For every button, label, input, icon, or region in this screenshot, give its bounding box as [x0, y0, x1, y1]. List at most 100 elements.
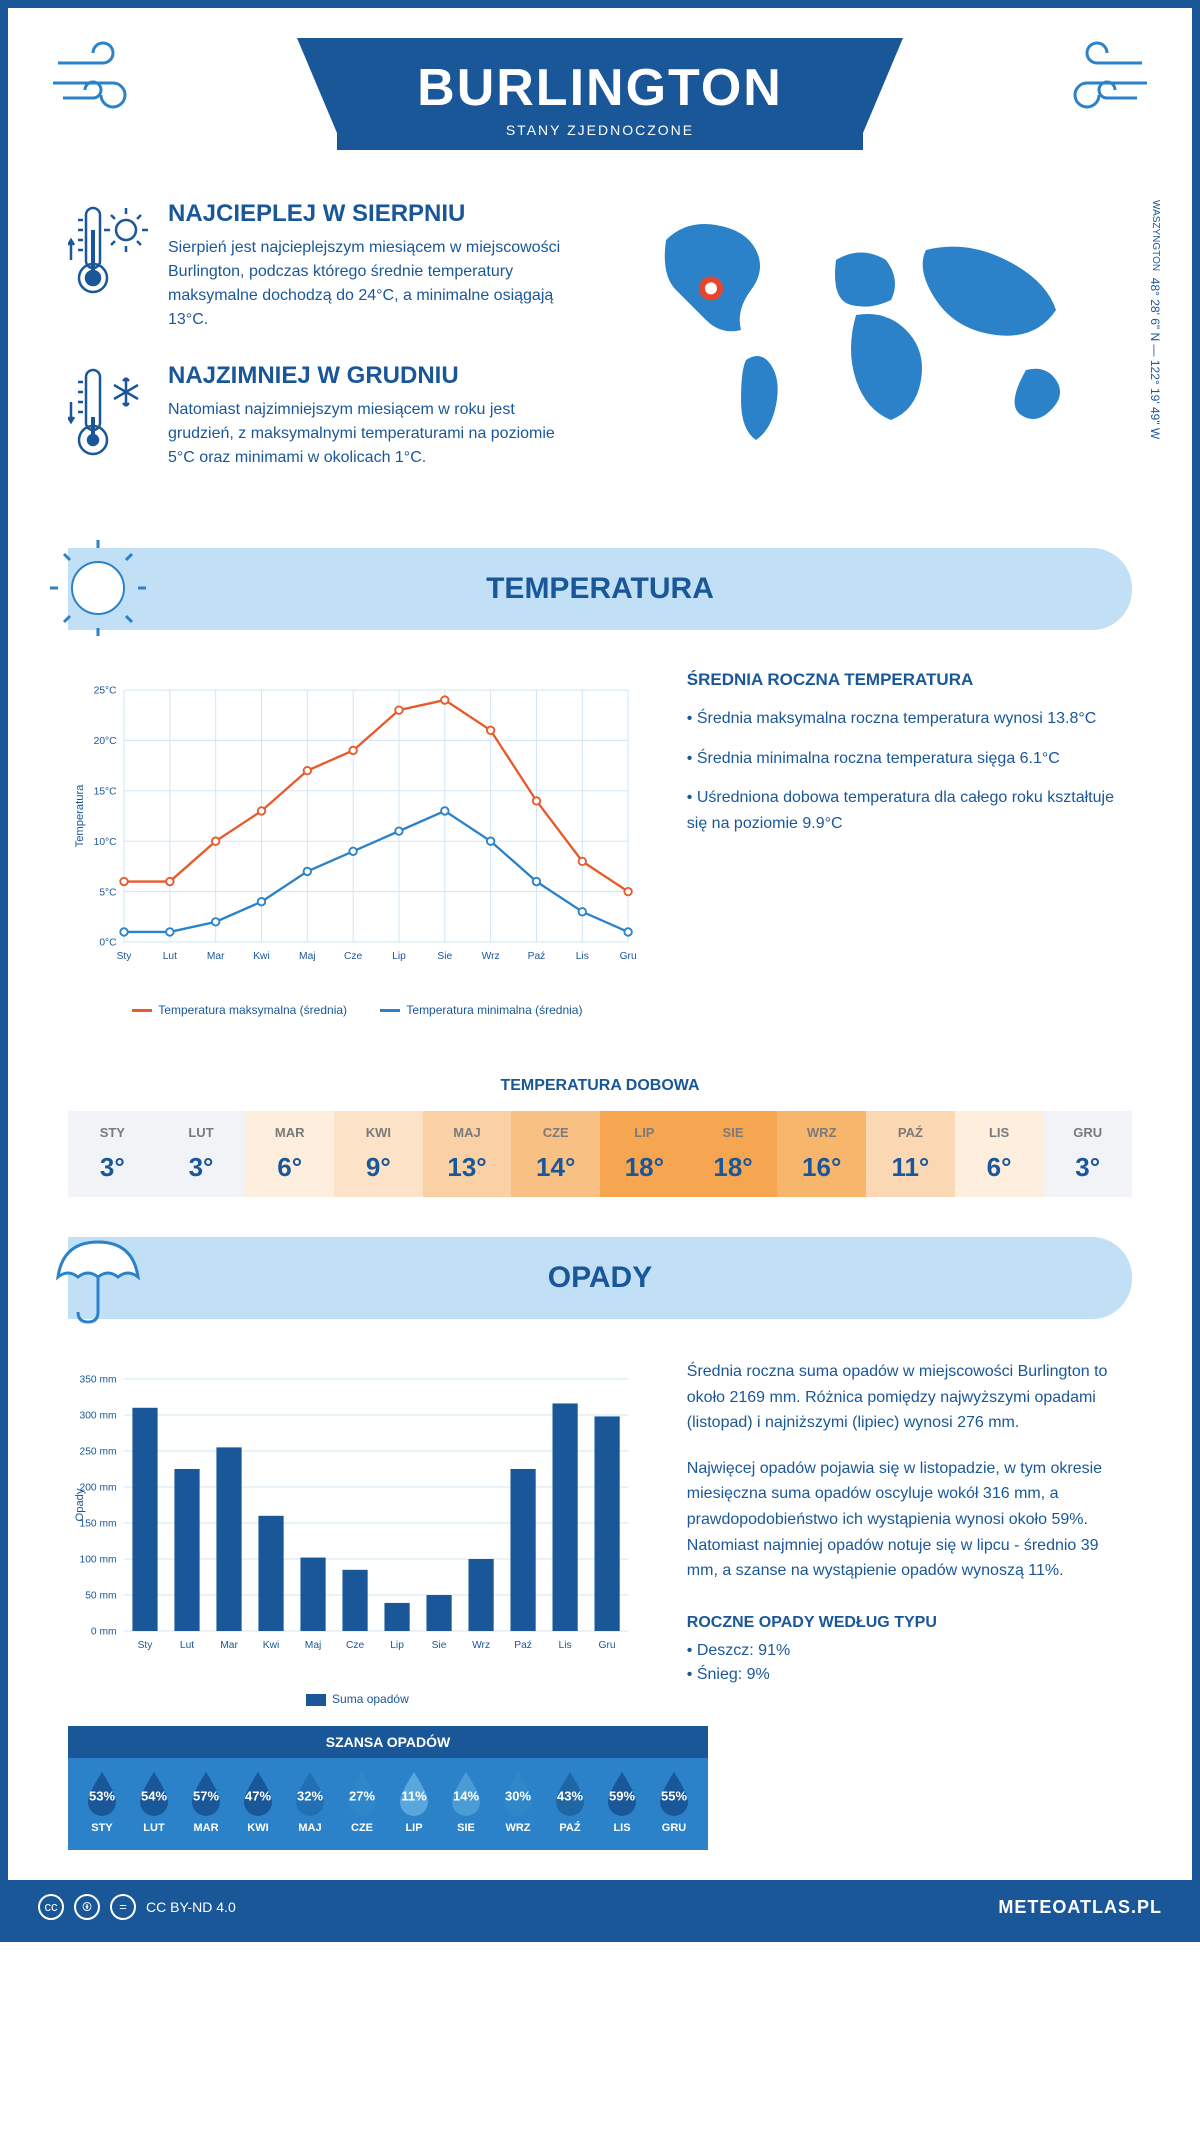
chance-month-label: CZE: [342, 1822, 382, 1834]
daily-month-label: STY: [72, 1125, 153, 1140]
warmest-title: NAJCIEPLEJ W SIERPNIU: [168, 200, 580, 228]
chance-value: 47%: [245, 1789, 271, 1804]
chance-item: 59% LIS: [602, 1770, 642, 1834]
svg-text:250 mm: 250 mm: [80, 1447, 117, 1458]
chance-value: 57%: [193, 1789, 219, 1804]
svg-text:Mar: Mar: [220, 1640, 238, 1651]
daily-month-label: LIP: [604, 1125, 685, 1140]
raindrop-icon: 59%: [602, 1770, 642, 1818]
nd-icon: =: [110, 1894, 136, 1920]
license-text: CC BY-ND 4.0: [146, 1899, 236, 1915]
chance-month-label: STY: [82, 1822, 122, 1834]
raindrop-icon: 27%: [342, 1770, 382, 1818]
chance-month-label: LIS: [602, 1822, 642, 1834]
svg-text:Lip: Lip: [392, 951, 406, 962]
daily-temp-value: 13°: [427, 1152, 508, 1183]
chance-value: 59%: [609, 1789, 635, 1804]
location-marker-icon: [702, 279, 720, 297]
svg-text:Kwi: Kwi: [263, 1640, 280, 1651]
daily-month-label: GRU: [1047, 1125, 1128, 1140]
daily-temp-cell: PAŹ11°: [866, 1111, 955, 1197]
by-icon: 🅯: [74, 1894, 100, 1920]
chance-item: 11% LIP: [394, 1770, 434, 1834]
svg-text:300 mm: 300 mm: [80, 1411, 117, 1422]
svg-text:Temperatura: Temperatura: [74, 784, 86, 848]
svg-text:15°C: 15°C: [94, 787, 118, 798]
raindrop-icon: 54%: [134, 1770, 174, 1818]
footer: cc 🅯 = CC BY-ND 4.0 METEOATLAS.PL: [8, 1880, 1192, 1934]
daily-temp-cell: GRU 3°: [1043, 1111, 1132, 1197]
daily-temp-cell: LIP18°: [600, 1111, 689, 1197]
temp-info-title: ŚREDNIA ROCZNA TEMPERATURA: [687, 670, 1132, 690]
intro-section: NAJCIEPLEJ W SIERPNIU Sierpień jest najc…: [8, 200, 1192, 548]
svg-text:Lut: Lut: [180, 1640, 194, 1651]
daily-temp-value: 3°: [72, 1152, 153, 1183]
svg-text:Wrz: Wrz: [482, 951, 500, 962]
wind-icon: [48, 38, 148, 134]
chance-item: 32%MAJ: [290, 1770, 330, 1834]
thermometer-snow-icon: [68, 362, 148, 478]
raindrop-icon: 11%: [394, 1770, 434, 1818]
chance-title: SZANSA OPADÓW: [68, 1726, 708, 1758]
daily-temp-value: 16°: [781, 1152, 862, 1183]
cc-icon: cc: [38, 1894, 64, 1920]
precipitation-section-header: OPADY: [68, 1237, 1132, 1319]
chance-item: 14% SIE: [446, 1770, 486, 1834]
umbrella-icon: [48, 1227, 148, 1327]
svg-text:Sty: Sty: [138, 1640, 154, 1651]
world-map-icon: [620, 200, 1132, 460]
chance-month-label: LIP: [394, 1822, 434, 1834]
svg-text:20°C: 20°C: [94, 736, 118, 747]
chance-month-label: KWI: [238, 1822, 278, 1834]
daily-month-label: LIS: [959, 1125, 1040, 1140]
coldest-title: NAJZIMNIEJ W GRUDNIU: [168, 362, 580, 390]
svg-text:Maj: Maj: [299, 951, 316, 962]
map-block: WASZYNGTON 48° 28' 6" N — 122° 19' 49" W: [620, 200, 1132, 508]
daily-month-label: LUT: [161, 1125, 242, 1140]
chance-item: 47% KWI: [238, 1770, 278, 1834]
section-title: TEMPERATURA: [486, 572, 714, 605]
daily-temp-cell: SIE18°: [689, 1111, 778, 1197]
chance-month-label: SIE: [446, 1822, 486, 1834]
warmest-block: NAJCIEPLEJ W SIERPNIU Sierpień jest najc…: [68, 200, 580, 332]
daily-temp-value: 3°: [1047, 1152, 1128, 1183]
precip-type-title: ROCZNE OPADY WEDŁUG TYPU: [687, 1614, 1132, 1632]
raindrop-icon: 55%: [654, 1770, 694, 1818]
coordinates: WASZYNGTON 48° 28' 6" N — 122° 19' 49" W: [1148, 200, 1162, 439]
precipitation-chance-panel: SZANSA OPADÓW 53%STY54%LUT57%MAR47%KWI32…: [68, 1726, 708, 1850]
daily-temp-cell: CZE 14°: [511, 1111, 600, 1197]
title-banner: BURLINGTON STANY ZJEDNOCZONE: [337, 38, 863, 150]
raindrop-icon: 47%: [238, 1770, 278, 1818]
raindrop-icon: 14%: [446, 1770, 486, 1818]
temp-info-bullet: • Średnia minimalna roczna temperatura s…: [687, 746, 1132, 772]
chance-month-label: WRZ: [498, 1822, 538, 1834]
daily-temp-value: 18°: [693, 1152, 774, 1183]
daily-temp-value: 11°: [870, 1152, 951, 1183]
daily-month-label: CZE: [515, 1125, 596, 1140]
daily-temp-value: 6°: [249, 1152, 330, 1183]
chance-value: 32%: [297, 1789, 323, 1804]
header: BURLINGTON STANY ZJEDNOCZONE: [8, 8, 1192, 200]
precipitation-bar-chart: 0 mm50 mm100 mm150 mm200 mm250 mm300 mm3…: [68, 1359, 647, 1706]
wind-icon: [1052, 38, 1152, 134]
daily-temp-value: 14°: [515, 1152, 596, 1183]
daily-temp-cell: MAJ13°: [423, 1111, 512, 1197]
raindrop-icon: 57%: [186, 1770, 226, 1818]
daily-month-label: WRZ: [781, 1125, 862, 1140]
chance-value: 53%: [89, 1789, 115, 1804]
svg-text:Paź: Paź: [528, 951, 546, 962]
daily-temp-title: TEMPERATURA DOBOWA: [8, 1077, 1192, 1095]
precip-text-1: Średnia roczna suma opadów w miejscowośc…: [687, 1359, 1132, 1436]
daily-temp-cell: LUT 3°: [157, 1111, 246, 1197]
infographic-container: BURLINGTON STANY ZJEDNOCZONE NAJCIEPLEJ …: [0, 0, 1200, 1942]
daily-temp-value: 9°: [338, 1152, 419, 1183]
daily-temp-value: 3°: [161, 1152, 242, 1183]
svg-text:Sty: Sty: [117, 951, 133, 962]
svg-text:350 mm: 350 mm: [80, 1375, 117, 1386]
svg-text:25°C: 25°C: [94, 686, 118, 697]
sun-icon: [48, 538, 148, 638]
daily-temp-cell: STY 3°: [68, 1111, 157, 1197]
daily-month-label: KWI: [338, 1125, 419, 1140]
temperature-info: ŚREDNIA ROCZNA TEMPERATURA • Średnia mak…: [687, 670, 1132, 1017]
temp-chart-legend: Temperatura maksymalna (średnia) Tempera…: [68, 1003, 647, 1017]
